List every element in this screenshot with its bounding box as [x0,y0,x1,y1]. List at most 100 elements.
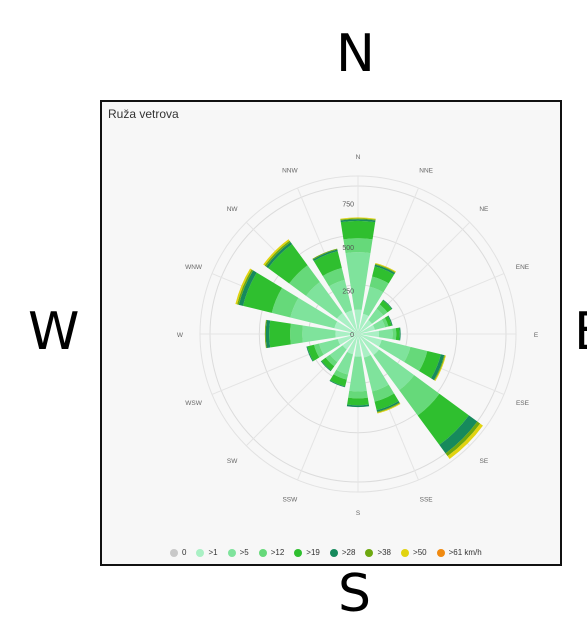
bar-segment-nne [375,262,396,273]
bar-segment-nw [264,240,291,267]
bar-segment-wsw [314,343,324,358]
bar-segment-se [445,421,481,457]
bar-segment-ne [379,300,392,313]
direction-label-e: E [534,332,539,339]
bar-segment-ne [358,319,373,334]
bar-segment-se [373,349,415,391]
bar-segment-sse [377,403,401,414]
legend-item[interactable]: >19 [294,548,320,557]
bar-segment-se [358,334,380,356]
bar-segment-ese [419,350,441,379]
direction-label-nnw: NNW [282,168,298,175]
legend-swatch [365,548,374,557]
legend-item[interactable]: >5 [227,548,249,557]
bar-segment-w [302,325,336,343]
legend-swatch [401,548,410,557]
direction-label-nw: NW [227,206,239,213]
legend-label: >28 [341,548,356,557]
bar-segment-ssw [347,334,358,355]
chart-title: Ruža vetrova [108,107,179,121]
bar-segment-wnw [271,287,299,318]
legend-label: >1 [208,548,218,557]
bar-segment-w [290,323,303,345]
bar-segment-nne [374,263,396,273]
direction-label-w: W [177,332,184,339]
direction-label-sw: SW [227,458,238,465]
wind-rose-panel: Ruža vetrova 0 250 500 750 N NNE NE ENE E ESE SE SS… [100,100,562,566]
bar-segment-sw [325,354,338,367]
direction-label-wnw: WNW [185,264,203,271]
bar-segment-wnw [237,269,254,305]
legend-item[interactable]: >28 [329,548,356,557]
bar-segment-nw [268,244,308,284]
bar-segment-wnw [235,268,252,305]
legend-swatch [227,548,236,557]
bar-segment-wnw [242,272,283,313]
legend-item[interactable]: 0 [170,548,186,557]
bar-segment-ese [378,339,411,363]
bar-segment-n [340,217,376,220]
direction-label-nne: NNE [419,168,433,175]
bar-segment-wnw [290,297,338,329]
bar-segment-ese [433,355,446,381]
bar-segment-se [447,423,483,459]
legend-swatch [436,548,445,557]
bar-segment-wsw [307,344,320,362]
bar-segment-ne [382,299,393,310]
direction-label-ene: ENE [516,264,530,271]
bar-segment-ene [387,315,393,326]
direction-label-wsw: WSW [185,400,202,407]
compass-west-label: W [28,302,80,362]
bar-segment-n [345,252,371,310]
legend-item[interactable]: >12 [258,548,284,557]
legend-item[interactable]: >50 [401,548,427,557]
legend-label: >5 [239,548,249,557]
bar-segment-nne [362,286,384,317]
bar-segment-n [340,219,376,223]
legend-swatch [170,548,178,557]
direction-label-sse: SSE [420,496,434,503]
bar-segment-nne [358,313,369,334]
bar-segment-sse [374,393,399,411]
radial-tick-label: 750 [342,201,354,208]
bar-segment-sw [329,345,347,363]
bar-segment-s [346,404,370,408]
bar-segment-nnw [312,249,338,262]
bar-segment-ssw [329,374,347,387]
legend-swatch [329,548,338,557]
compass-north-label: N [336,24,375,84]
legend: 0 >1 >5 >12 >19 >28 >38 >50 >61 km/h [170,548,482,557]
bar-segment-wnw [238,270,257,306]
radial-tick-label: 500 [342,245,354,252]
bar-segment-wsw [306,346,314,362]
legend-item[interactable]: >1 [196,548,218,557]
bar-segment-ese [404,346,428,372]
bar-segment-s [349,356,367,392]
wind-rose-chart: 0 250 500 750 N NNE NE ENE E ESE SE SSE S SSW SW WSW W WN… [177,154,539,517]
bar-segment-nw [336,312,358,334]
bar-segment-wnw [334,321,358,334]
legend-swatch [294,548,303,557]
bar-segment-ne [368,308,384,324]
legend-label: >19 [306,548,320,557]
legend-item[interactable]: >61 km/h [436,548,482,557]
legend-label: >38 [377,548,392,557]
legend-label: 0 [182,548,187,557]
bar-segment-e [399,327,401,341]
compass-south-label: S [338,564,372,624]
bar-segment-se [439,415,478,454]
bar-segment-e [392,328,397,340]
bar-segment-wsw [319,338,341,355]
compass-east-label: E [574,306,587,358]
bar-segment-nw [306,282,343,319]
bar-segment-s [348,390,368,399]
bar-segment-ene [358,324,375,334]
bar-segment-ese [430,354,445,381]
bar-segment-ese [358,334,382,347]
bar-segment-e [378,328,393,340]
legend-label: >50 [413,548,427,557]
legend-item[interactable]: >38 [365,548,391,557]
bar-segment-sse [376,400,400,412]
legend-swatch [258,548,267,557]
bar-segment-nw [289,265,320,296]
